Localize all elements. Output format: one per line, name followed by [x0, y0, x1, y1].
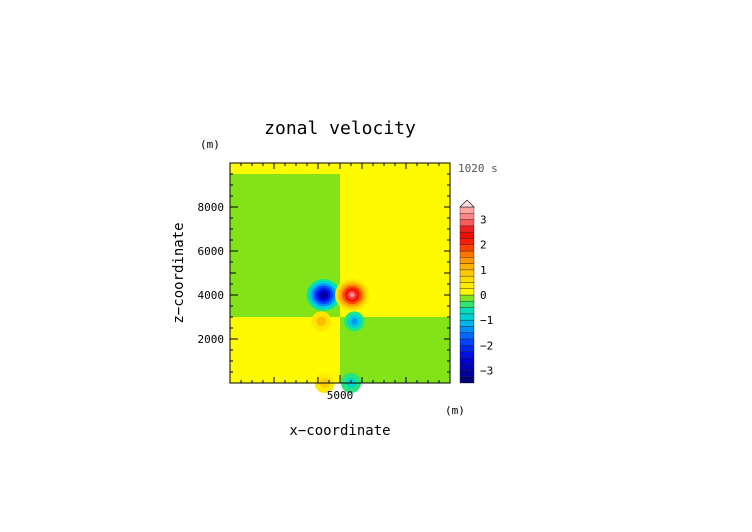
y-tick-label-3: 8000	[198, 201, 225, 214]
chart-title: zonal velocity	[264, 118, 416, 139]
colorbar-segment-20	[459, 250, 475, 258]
colorbar-segment-15	[459, 282, 475, 289]
x-tick-label-0: 5000	[327, 389, 354, 402]
axis-ticks: 5000 2000 4000 6000 8000	[198, 162, 451, 402]
colorbar-segment-10	[459, 313, 475, 321]
colorbar-segment-14	[459, 288, 475, 296]
y-tick-label-0: 2000	[198, 333, 225, 346]
x-axis-title: x−coordinate	[289, 423, 390, 439]
colorbar-segment-26	[459, 213, 475, 220]
colorbar-segment-1	[459, 370, 475, 377]
colorbar-segment-9	[459, 319, 475, 327]
colorbar-segment-21	[459, 244, 475, 252]
velocity-extremum-1	[335, 279, 370, 311]
colorbar-overflow-arrow	[459, 199, 475, 208]
colorbar-label-1: 2	[480, 239, 487, 252]
time-label: 1020 s	[458, 162, 498, 175]
colorbar-segment-5	[459, 345, 475, 352]
colorbar-segment-13	[459, 294, 475, 302]
colorbar-segment-16	[459, 275, 475, 283]
y-tick-label-2: 6000	[198, 245, 225, 258]
velocity-extremum-3	[344, 311, 365, 332]
colorbar-segment-25	[459, 219, 475, 227]
colorbar: 3 2 1 0 −1 −2 −3	[459, 199, 493, 384]
colorbar-segment-7	[459, 332, 475, 340]
colorbar-label-3: 0	[480, 289, 487, 302]
colorbar-label-2: 1	[480, 264, 487, 277]
colorbar-label-4: −1	[480, 314, 493, 327]
colorbar-label-0: 3	[480, 214, 487, 227]
x-unit-label: (m)	[445, 404, 465, 417]
colorbar-segment-27	[459, 206, 475, 214]
colorbar-segment-3	[459, 357, 475, 365]
colorbar-segment-23	[459, 231, 475, 239]
velocity-extremum-2	[311, 311, 332, 332]
colorbar-segment-8	[459, 326, 475, 333]
colorbar-label-6: −3	[480, 364, 493, 377]
velocity-extremum-0	[306, 279, 341, 311]
colorbar-segment-2	[459, 363, 475, 371]
colorbar-segment-11	[459, 307, 475, 315]
contour-plot-area	[230, 163, 450, 393]
colorbar-segment-4	[459, 351, 475, 359]
colorbar-segment-6	[459, 338, 475, 346]
colorbar-segment-24	[459, 225, 475, 233]
colorbar-segment-22	[459, 238, 475, 245]
colorbar-label-5: −2	[480, 339, 493, 352]
colorbar-segment-0	[459, 376, 475, 384]
colorbar-segment-18	[459, 263, 475, 271]
colorbar-segment-12	[459, 301, 475, 308]
y-axis-title: z−coordinate	[171, 222, 187, 323]
colorbar-segment-19	[459, 257, 475, 264]
y-unit-label: (m)	[200, 138, 220, 151]
y-tick-label-1: 4000	[198, 289, 225, 302]
colorbar-segment-17	[459, 269, 475, 277]
